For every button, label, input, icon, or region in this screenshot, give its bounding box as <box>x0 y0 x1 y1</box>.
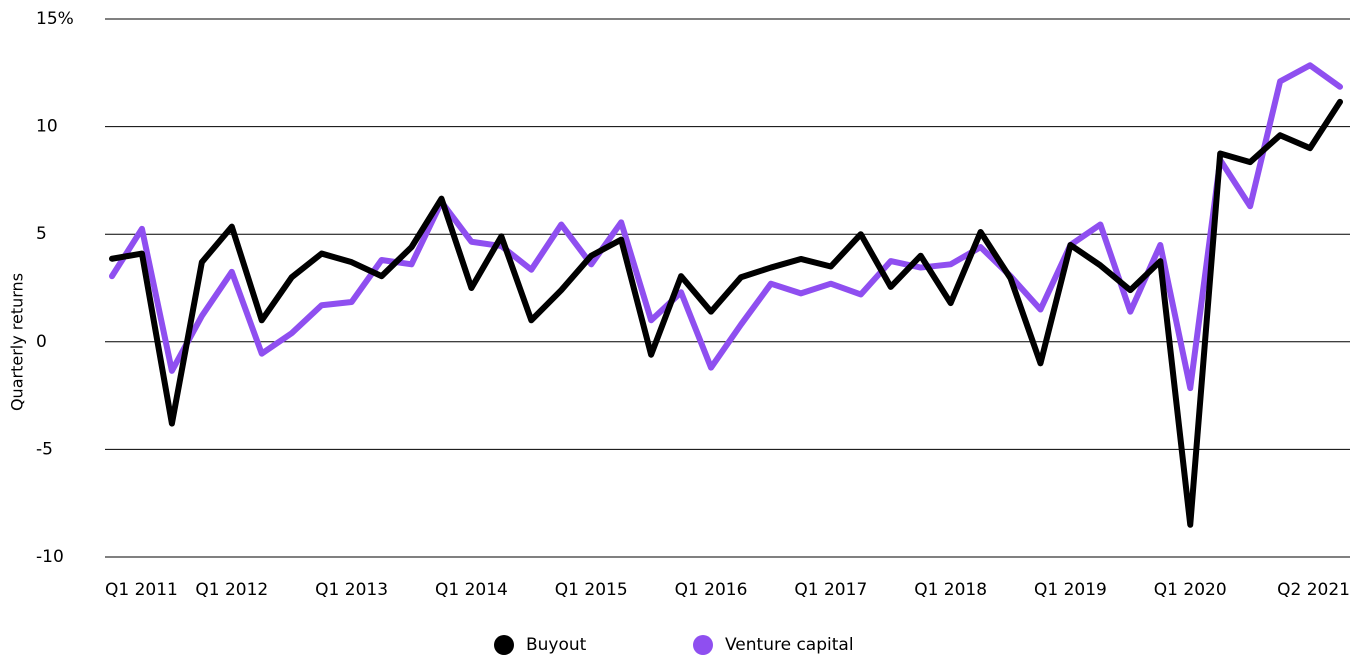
x-tick-label: Q1 2015 <box>555 580 628 600</box>
x-tick-label: Q1 2019 <box>1034 580 1107 600</box>
series-line <box>109 98 1343 528</box>
series-line <box>109 62 1343 392</box>
x-tick-label: Q1 2017 <box>794 580 867 600</box>
x-tick-label: Q1 2020 <box>1154 580 1227 600</box>
x-tick-label: Q1 2018 <box>914 580 987 600</box>
x-tick-label: Q1 2016 <box>675 580 748 600</box>
legend-label: Venture capital <box>725 635 854 655</box>
y-tick-label: -10 <box>36 547 64 567</box>
y-tick-label: 10 <box>36 117 58 137</box>
x-tick-label: Q1 2014 <box>435 580 508 600</box>
y-tick-label: 5 <box>36 224 47 244</box>
y-tick-label: 0 <box>36 332 47 352</box>
x-tick-label: Q2 2021 <box>1277 580 1350 600</box>
x-tick-label: Q1 2011 <box>105 580 178 600</box>
y-tick-label: 15% <box>36 9 74 29</box>
legend-label: Buyout <box>526 635 587 655</box>
x-tick-label: Q1 2013 <box>315 580 388 600</box>
legend-marker <box>693 635 713 655</box>
y-tick-label: -5 <box>36 439 53 459</box>
x-tick-label: Q1 2012 <box>195 580 268 600</box>
y-axis-label: Quarterly returns <box>8 273 27 411</box>
legend-marker <box>494 635 514 655</box>
